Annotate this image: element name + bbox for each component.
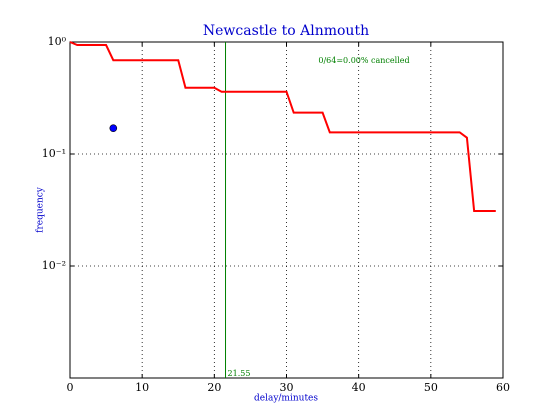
x-tick-label: 0 — [67, 381, 74, 394]
x-tick-label: 50 — [424, 381, 438, 394]
x-tick-label: 60 — [496, 381, 510, 394]
y-tick-label: 10⁻¹ — [42, 147, 66, 160]
chart-title: Newcastle to Alnmouth — [203, 23, 369, 39]
x-tick-label: 30 — [280, 381, 294, 394]
y-tick-label: 10⁰ — [48, 35, 67, 48]
y-tick-label: 10⁻² — [42, 259, 66, 272]
x-axis-label: delay/minutes — [254, 394, 318, 404]
x-tick-label: 20 — [207, 381, 221, 394]
line-series — [69, 41, 496, 212]
x-tick-label: 40 — [352, 381, 366, 394]
point — [109, 124, 118, 132]
annotation: 0/64=0.00% cancelled — [318, 56, 409, 65]
y-axis-label: frequency — [36, 186, 46, 233]
reference-label: 21.55 — [228, 369, 251, 378]
x-tick-label: 10 — [135, 381, 149, 394]
